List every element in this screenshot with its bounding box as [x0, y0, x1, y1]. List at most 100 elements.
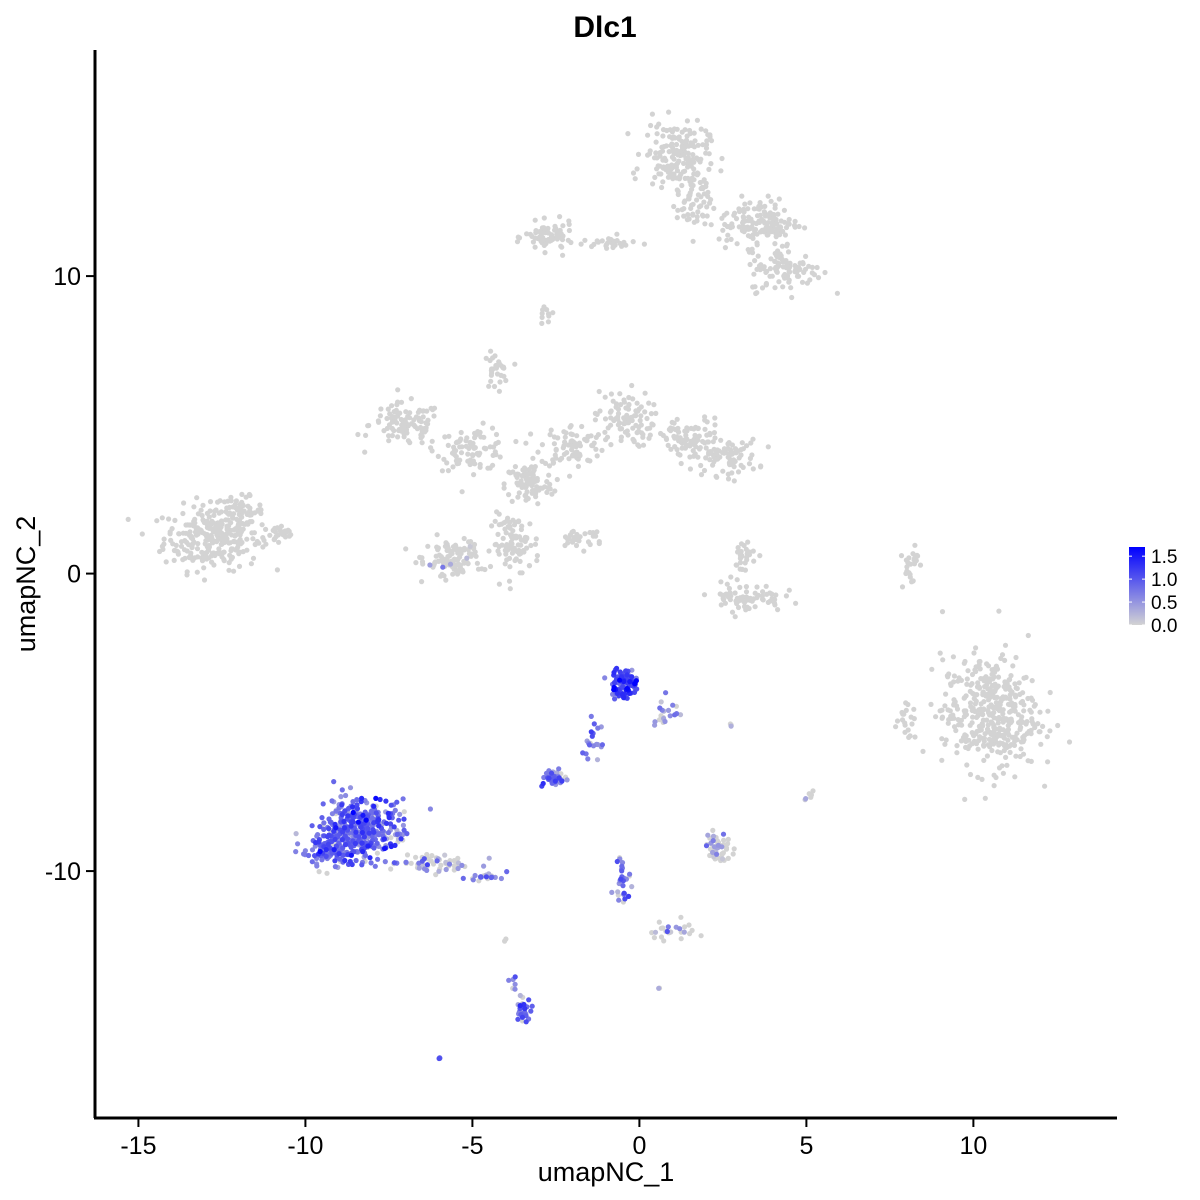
data-point: [590, 743, 597, 749]
data-point: [809, 264, 816, 270]
data-point: [713, 450, 719, 457]
data-point: [552, 778, 559, 784]
data-point: [1008, 673, 1014, 679]
data-point: [495, 439, 501, 445]
data-point: [467, 457, 474, 463]
data-point: [746, 461, 753, 467]
data-point: [775, 211, 781, 217]
data-point: [231, 568, 237, 574]
data-point: [711, 205, 717, 211]
data-point: [617, 391, 623, 397]
data-point: [969, 741, 976, 747]
data-point: [997, 725, 1003, 731]
data-point: [241, 508, 247, 514]
data-point: [191, 504, 197, 510]
data-point: [979, 776, 985, 783]
data-point: [734, 241, 740, 247]
data-point: [699, 184, 706, 190]
data-point: [188, 535, 194, 541]
data-point: [974, 728, 980, 735]
data-point: [472, 461, 478, 467]
data-point: [633, 408, 639, 414]
data-point: [618, 437, 624, 444]
data-point: [582, 531, 588, 537]
data-point: [903, 707, 909, 714]
data-point: [199, 558, 206, 564]
data-point: [998, 655, 1004, 662]
data-point: [1012, 738, 1018, 744]
data-point: [697, 445, 703, 451]
data-point: [621, 397, 627, 403]
data-point: [691, 130, 697, 136]
data-point: [621, 239, 627, 245]
data-point: [596, 388, 602, 395]
data-point: [652, 929, 659, 935]
data-point: [365, 843, 371, 849]
data-point: [553, 447, 559, 453]
data-point: [612, 242, 618, 248]
data-point: [682, 168, 688, 174]
data-point: [645, 132, 651, 138]
data-point: [703, 455, 709, 461]
data-point: [634, 400, 640, 406]
data-point: [485, 465, 491, 471]
data-point: [945, 720, 951, 726]
data-point: [1037, 729, 1043, 735]
data-point: [209, 535, 215, 541]
data-point: [463, 438, 469, 444]
data-point: [354, 805, 360, 812]
data-point: [430, 861, 437, 867]
data-point: [589, 442, 595, 449]
data-point: [391, 824, 397, 830]
y-axis-ticks: 10 0 -10: [45, 263, 95, 886]
data-point: [750, 548, 756, 554]
data-point: [970, 690, 976, 697]
data-point: [535, 501, 541, 507]
data-point: [365, 825, 371, 832]
data-point: [708, 222, 714, 228]
data-point: [382, 845, 388, 852]
data-point: [593, 446, 599, 452]
data-point: [582, 237, 588, 243]
data-point: [939, 609, 946, 615]
data-point: [504, 542, 510, 548]
data-point: [247, 519, 253, 525]
data-point: [705, 132, 711, 138]
data-point: [313, 840, 319, 846]
data-point: [488, 874, 494, 881]
data-point: [493, 364, 500, 370]
data-point: [657, 150, 663, 156]
data-point: [321, 820, 327, 826]
data-point: [989, 737, 995, 743]
data-point: [638, 422, 644, 428]
data-point: [215, 499, 221, 505]
data-point: [735, 545, 741, 551]
data-point: [458, 450, 465, 456]
data-point: [677, 712, 684, 718]
data-point: [597, 408, 603, 414]
data-point: [640, 431, 646, 438]
data-point: [446, 861, 453, 867]
data-point: [746, 549, 753, 555]
data-point: [986, 710, 992, 716]
data-point: [599, 447, 605, 453]
data-point: [991, 783, 997, 789]
data-point: [724, 237, 730, 243]
data-point: [381, 836, 387, 842]
data-point: [746, 605, 752, 612]
data-point: [624, 672, 630, 678]
data-point: [366, 830, 372, 836]
data-point: [457, 562, 463, 569]
data-point: [929, 666, 935, 672]
data-point: [557, 214, 563, 220]
data-point: [645, 152, 651, 158]
data-point: [912, 542, 918, 548]
data-point: [706, 451, 712, 457]
data-point: [397, 811, 403, 818]
data-point: [506, 492, 512, 498]
data-point: [669, 135, 676, 141]
data-point: [784, 241, 790, 247]
data-point: [550, 310, 556, 316]
data-point: [259, 522, 265, 528]
data-point: [939, 736, 945, 742]
